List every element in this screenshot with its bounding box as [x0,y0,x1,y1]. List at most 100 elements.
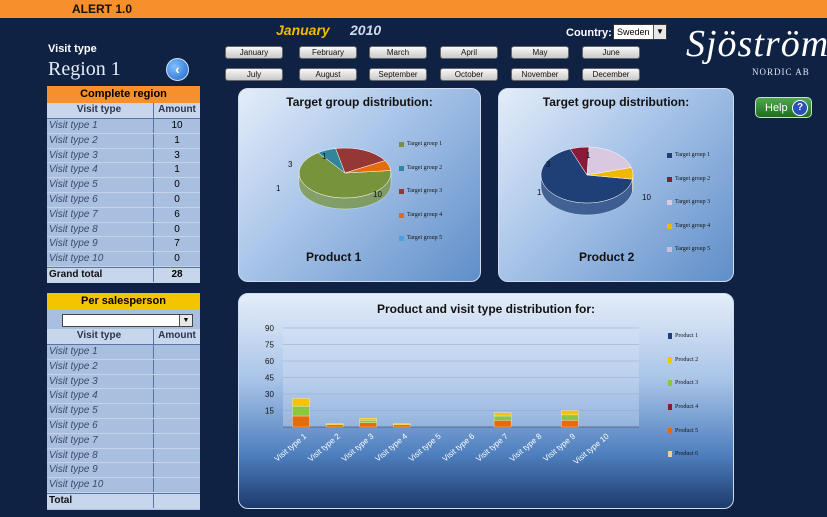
visit-type-label: Visit type 5 [49,405,98,417]
legend-swatch [667,176,672,182]
bar-segment [359,418,377,421]
col-amount-header: Amount [153,103,200,118]
salesperson-select[interactable]: ▼ [62,314,193,327]
total-value: 28 [153,267,200,282]
month-button-may[interactable]: May [511,46,569,59]
help-label: Help [765,102,788,114]
legend-item: Target group 1 [667,152,710,176]
legend-label: Target group 4 [675,222,711,229]
legend-swatch [668,451,672,458]
month-button-september[interactable]: September [369,68,427,81]
month-button-march[interactable]: March [369,46,427,59]
visit-amount [153,389,200,404]
table-row: Visit type 1 [47,345,200,360]
month-button-june[interactable]: June [582,46,640,59]
product2-chart-title: Target group distribution: [542,95,690,109]
month-button-february[interactable]: February [299,46,357,59]
visit-type-label: Visit type 2 [49,360,98,372]
table-row: Visit type 9 [47,463,200,479]
legend-swatch [399,142,404,147]
y-tick-label: 90 [265,324,274,333]
app-title: ALERT 1.0 [72,2,133,16]
chevron-down-icon[interactable]: ▼ [653,25,666,39]
month-button-august[interactable]: August [299,68,357,81]
legend-item: Target group 5 [667,246,710,270]
pie-data-label: 10 [373,190,382,199]
legend-swatch [399,189,404,194]
visit-amount: 0 [153,192,200,207]
table-total-row: Total [47,492,200,509]
country-select[interactable]: Sweden ▼ [613,24,667,40]
month-button-november[interactable]: November [511,68,569,81]
per-salesperson-title: Per salesperson [47,293,200,310]
col-visit-type-header: Visit type [76,330,122,341]
legend-label: Target group 5 [407,235,443,241]
region-name: Region 1 [48,58,121,80]
legend-swatch [668,333,672,339]
legend-item: Product 1 [668,333,698,357]
bar-segment [359,420,377,423]
help-button[interactable]: Help ? [755,97,812,118]
product2-pie-chart: 10 1 3 1 [537,146,651,216]
legend-label: Target group 2 [407,164,443,171]
back-arrow-icon[interactable]: ‹ [166,58,189,81]
visit-amount: 1 [153,133,200,148]
visit-type-label: Visit type 9 [49,238,98,250]
product1-legend: Target group 1 Target group 2 Target group… [399,141,442,259]
visit-amount [153,404,200,418]
bar-segment [292,398,310,407]
question-icon: ? [792,100,808,116]
table-row: Visit type 4 1 [47,163,200,179]
x-tick-label: Visit type 3 [340,431,376,463]
x-tick-label: Visit type 6 [441,431,477,463]
selected-month: January [276,22,330,38]
legend-swatch [668,380,672,387]
visit-amount: 0 [153,178,200,192]
chevron-down-icon[interactable]: ▼ [179,315,192,326]
y-tick-label: 60 [265,357,274,366]
pie-data-label: 1 [537,188,542,197]
table-row: Visit type 2 [47,359,200,375]
pie-slice [540,148,633,204]
legend-item: Target group 3 [399,188,442,212]
month-button-july[interactable]: July [225,68,283,81]
bar-chart-panel: Product and visit type distribution for:… [238,293,734,509]
product2-legend: Target group 1 Target group 2 Target group… [667,152,710,270]
product1-label: Product 1 [306,250,362,264]
table-row: Visit type 5 0 [47,178,200,193]
month-button-april[interactable]: April [440,46,498,59]
bar-segment [561,414,579,421]
product1-chart-title: Target group distribution: [286,95,433,109]
pie-data-label: 1 [322,152,327,161]
bar-chart-title: Product and visit type distribution for: [376,302,595,316]
table-header-row: Visit type Amount [47,329,200,345]
bar-segment [393,424,411,428]
table-row: Visit type 7 [47,433,200,449]
legend-item: Target group 1 [399,141,442,165]
legend-swatch [668,404,672,411]
legend-label: Target group 3 [407,188,443,194]
x-tick-label: Visit type 2 [306,431,342,463]
visit-type-label: Visit type 3 [49,375,98,387]
month-button-january[interactable]: January [225,46,283,59]
col-visit-type-header: Visit type [76,104,122,115]
product1-pie-chart: 10 1 3 1 [276,147,392,210]
visit-type-label: Visit type 4 [49,164,98,176]
complete-region-table: Visit type Amount Visit type 1 10 Visit type… [47,103,200,283]
x-tick-label: Visit type 5 [407,431,443,463]
selected-year: 2010 [350,22,382,38]
total-label: Grand total [49,268,103,280]
visit-type-heading: Visit type [48,43,97,55]
legend-item: Target group 2 [667,176,710,200]
visit-amount: 0 [153,222,200,237]
month-button-december[interactable]: December [582,68,640,81]
legend-label: Target group 2 [675,175,711,182]
bar-segment [359,422,377,428]
legend-label: Target group 4 [407,211,443,218]
pie-data-label: 3 [288,160,293,169]
table-row: Visit type 3 3 [47,148,200,164]
month-button-october[interactable]: October [440,68,498,81]
pie-data-label: 1 [276,184,281,193]
legend-item: Product 5 [668,427,698,452]
